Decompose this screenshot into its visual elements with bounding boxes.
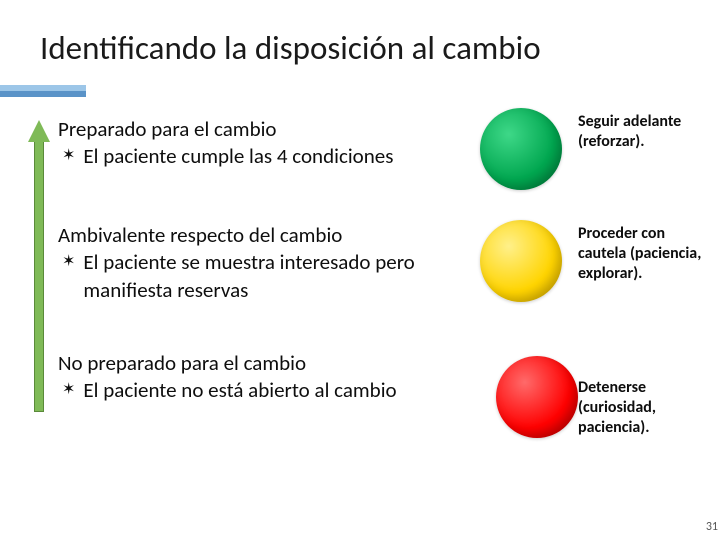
bullet-ready: ✶ El paciente cumple las 4 condiciones (58, 143, 458, 170)
label-green: Seguir adelante (reforzar). (578, 112, 716, 152)
heading-not-ready: No preparado para el cambio (58, 350, 458, 377)
asterisk-icon: ✶ (62, 377, 75, 403)
yellow-circle-icon (480, 220, 562, 302)
block-ready: Preparado para el cambio ✶ El paciente c… (58, 116, 458, 171)
bullet-text-not-ready: El paciente no está abierto al cambio (83, 377, 396, 404)
asterisk-icon: ✶ (62, 249, 75, 275)
up-arrow-icon (30, 120, 48, 412)
arrow-shaft (34, 138, 44, 412)
label-yellow: Proceder con cautela (paciencia, explora… (578, 224, 716, 284)
block-not-ready: No preparado para el cambio ✶ El pacient… (58, 350, 458, 405)
arrow-head (28, 120, 50, 142)
asterisk-icon: ✶ (62, 143, 75, 169)
heading-ambivalent: Ambivalente respecto del cambio (58, 222, 458, 249)
page-number: 31 (706, 520, 718, 534)
green-circle-icon (480, 108, 562, 190)
title-underline (0, 85, 86, 97)
bullet-text-ready: El paciente cumple las 4 condiciones (83, 143, 393, 170)
slide-title: Identificando la disposición al cambio (0, 0, 720, 78)
heading-ready: Preparado para el cambio (58, 116, 458, 143)
label-red: Detenerse (curiosidad, paciencia). (578, 378, 716, 438)
red-circle-icon (496, 356, 578, 438)
bullet-text-ambivalent: El paciente se muestra interesado pero m… (83, 249, 458, 304)
bullet-ambivalent: ✶ El paciente se muestra interesado pero… (58, 249, 458, 304)
block-ambivalent: Ambivalente respecto del cambio ✶ El pac… (58, 222, 458, 304)
bullet-not-ready: ✶ El paciente no está abierto al cambio (58, 377, 458, 404)
